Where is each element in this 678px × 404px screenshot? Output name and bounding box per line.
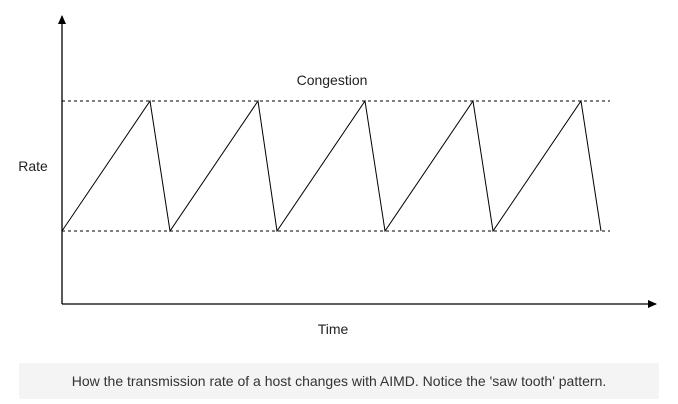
aimd-sawtooth-diagram: Congestion Rate Time [18,15,657,337]
caption-text: How the transmission rate of a host chan… [71,373,607,389]
y-axis-label: Rate [18,158,48,174]
sawtooth-rate-line [61,99,602,233]
congestion-label: Congestion [297,72,368,88]
caption-box: How the transmission rate of a host chan… [19,363,659,399]
x-axis-label: Time [318,321,349,337]
